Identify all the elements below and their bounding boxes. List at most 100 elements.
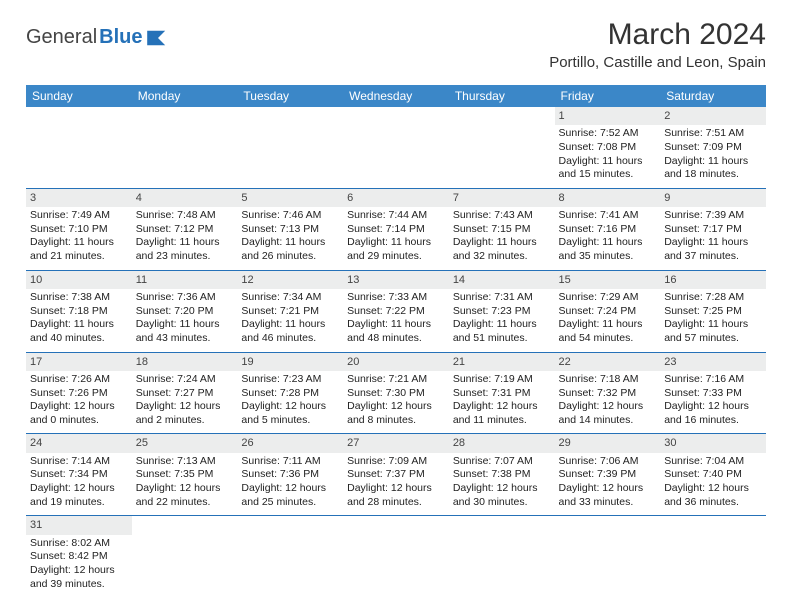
calendar-cell-empty xyxy=(343,516,449,597)
daylight-line: Daylight: 11 hours and 29 minutes. xyxy=(347,236,445,263)
sunset-line: Sunset: 7:26 PM xyxy=(30,387,128,401)
title-block: March 2024 Portillo, Castille and Leon, … xyxy=(549,18,766,75)
calendar-cell: 12Sunrise: 7:34 AMSunset: 7:21 PMDayligh… xyxy=(237,270,343,352)
day-number: 31 xyxy=(26,516,132,534)
sunrise-line: Sunrise: 7:34 AM xyxy=(241,291,339,305)
day-number: 15 xyxy=(555,271,661,289)
day-body: Sunrise: 7:06 AMSunset: 7:39 PMDaylight:… xyxy=(555,453,661,516)
sunset-line: Sunset: 7:27 PM xyxy=(136,387,234,401)
sunset-line: Sunset: 7:25 PM xyxy=(664,305,762,319)
logo: GeneralBlue xyxy=(26,18,169,49)
day-body: Sunrise: 7:07 AMSunset: 7:38 PMDaylight:… xyxy=(449,453,555,516)
sunrise-line: Sunrise: 7:46 AM xyxy=(241,209,339,223)
sunset-line: Sunset: 7:09 PM xyxy=(664,141,762,155)
daylight-line: Daylight: 12 hours and 14 minutes. xyxy=(559,400,657,427)
sunrise-line: Sunrise: 7:33 AM xyxy=(347,291,445,305)
calendar-cell-empty xyxy=(449,107,555,188)
sunset-line: Sunset: 7:36 PM xyxy=(241,468,339,482)
day-body: Sunrise: 7:52 AMSunset: 7:08 PMDaylight:… xyxy=(555,125,661,188)
daylight-line: Daylight: 12 hours and 33 minutes. xyxy=(559,482,657,509)
sunset-line: Sunset: 7:38 PM xyxy=(453,468,551,482)
day-number: 19 xyxy=(237,353,343,371)
daylight-line: Daylight: 12 hours and 39 minutes. xyxy=(30,564,128,591)
logo-text-1: General xyxy=(26,26,97,49)
sunrise-line: Sunrise: 7:49 AM xyxy=(30,209,128,223)
sunrise-line: Sunrise: 7:09 AM xyxy=(347,455,445,469)
calendar-cell-empty xyxy=(26,107,132,188)
daylight-line: Daylight: 11 hours and 46 minutes. xyxy=(241,318,339,345)
daylight-line: Daylight: 12 hours and 28 minutes. xyxy=(347,482,445,509)
day-body: Sunrise: 7:29 AMSunset: 7:24 PMDaylight:… xyxy=(555,289,661,352)
day-number: 18 xyxy=(132,353,238,371)
weekday-header-row: SundayMondayTuesdayWednesdayThursdayFrid… xyxy=(26,85,766,107)
daylight-line: Daylight: 11 hours and 51 minutes. xyxy=(453,318,551,345)
day-number: 20 xyxy=(343,353,449,371)
sunrise-line: Sunrise: 7:24 AM xyxy=(136,373,234,387)
sunrise-line: Sunrise: 7:41 AM xyxy=(559,209,657,223)
sunset-line: Sunset: 7:17 PM xyxy=(664,223,762,237)
daylight-line: Daylight: 12 hours and 36 minutes. xyxy=(664,482,762,509)
weekday-header: Monday xyxy=(132,85,238,107)
sunrise-line: Sunrise: 7:38 AM xyxy=(30,291,128,305)
sunrise-line: Sunrise: 7:52 AM xyxy=(559,127,657,141)
sunset-line: Sunset: 7:14 PM xyxy=(347,223,445,237)
calendar-cell: 11Sunrise: 7:36 AMSunset: 7:20 PMDayligh… xyxy=(132,270,238,352)
weekday-header: Tuesday xyxy=(237,85,343,107)
sunrise-line: Sunrise: 7:04 AM xyxy=(664,455,762,469)
day-number: 3 xyxy=(26,189,132,207)
sunset-line: Sunset: 7:32 PM xyxy=(559,387,657,401)
day-body: Sunrise: 7:34 AMSunset: 7:21 PMDaylight:… xyxy=(237,289,343,352)
day-number: 11 xyxy=(132,271,238,289)
daylight-line: Daylight: 11 hours and 43 minutes. xyxy=(136,318,234,345)
day-body: Sunrise: 7:24 AMSunset: 7:27 PMDaylight:… xyxy=(132,371,238,434)
calendar-row: 1Sunrise: 7:52 AMSunset: 7:08 PMDaylight… xyxy=(26,107,766,188)
sunrise-line: Sunrise: 7:26 AM xyxy=(30,373,128,387)
calendar-cell-empty xyxy=(343,107,449,188)
calendar-row: 24Sunrise: 7:14 AMSunset: 7:34 PMDayligh… xyxy=(26,434,766,516)
calendar-row: 17Sunrise: 7:26 AMSunset: 7:26 PMDayligh… xyxy=(26,352,766,434)
day-number: 16 xyxy=(660,271,766,289)
calendar-cell-empty xyxy=(555,516,661,597)
daylight-line: Daylight: 11 hours and 23 minutes. xyxy=(136,236,234,263)
day-number: 14 xyxy=(449,271,555,289)
calendar-cell: 25Sunrise: 7:13 AMSunset: 7:35 PMDayligh… xyxy=(132,434,238,516)
calendar-cell: 17Sunrise: 7:26 AMSunset: 7:26 PMDayligh… xyxy=(26,352,132,434)
day-body: Sunrise: 7:16 AMSunset: 7:33 PMDaylight:… xyxy=(660,371,766,434)
day-body: Sunrise: 7:46 AMSunset: 7:13 PMDaylight:… xyxy=(237,207,343,270)
sunrise-line: Sunrise: 7:19 AM xyxy=(453,373,551,387)
daylight-line: Daylight: 11 hours and 15 minutes. xyxy=(559,155,657,182)
calendar-table: SundayMondayTuesdayWednesdayThursdayFrid… xyxy=(26,85,766,597)
calendar-cell: 15Sunrise: 7:29 AMSunset: 7:24 PMDayligh… xyxy=(555,270,661,352)
day-number: 10 xyxy=(26,271,132,289)
calendar-cell: 22Sunrise: 7:18 AMSunset: 7:32 PMDayligh… xyxy=(555,352,661,434)
calendar-cell: 30Sunrise: 7:04 AMSunset: 7:40 PMDayligh… xyxy=(660,434,766,516)
day-number: 22 xyxy=(555,353,661,371)
daylight-line: Daylight: 11 hours and 18 minutes. xyxy=(664,155,762,182)
weekday-header: Saturday xyxy=(660,85,766,107)
calendar-cell-empty xyxy=(449,516,555,597)
sunrise-line: Sunrise: 7:44 AM xyxy=(347,209,445,223)
day-number: 27 xyxy=(343,434,449,452)
day-body: Sunrise: 7:41 AMSunset: 7:16 PMDaylight:… xyxy=(555,207,661,270)
calendar-cell: 27Sunrise: 7:09 AMSunset: 7:37 PMDayligh… xyxy=(343,434,449,516)
sunrise-line: Sunrise: 7:51 AM xyxy=(664,127,762,141)
calendar-cell-empty xyxy=(132,107,238,188)
logo-text-2: Blue xyxy=(99,26,142,49)
sunset-line: Sunset: 7:22 PM xyxy=(347,305,445,319)
day-body: Sunrise: 7:38 AMSunset: 7:18 PMDaylight:… xyxy=(26,289,132,352)
calendar-cell: 28Sunrise: 7:07 AMSunset: 7:38 PMDayligh… xyxy=(449,434,555,516)
daylight-line: Daylight: 11 hours and 54 minutes. xyxy=(559,318,657,345)
daylight-line: Daylight: 12 hours and 8 minutes. xyxy=(347,400,445,427)
calendar-cell: 5Sunrise: 7:46 AMSunset: 7:13 PMDaylight… xyxy=(237,188,343,270)
sunrise-line: Sunrise: 7:16 AM xyxy=(664,373,762,387)
daylight-line: Daylight: 12 hours and 2 minutes. xyxy=(136,400,234,427)
day-body: Sunrise: 7:14 AMSunset: 7:34 PMDaylight:… xyxy=(26,453,132,516)
sunset-line: Sunset: 7:24 PM xyxy=(559,305,657,319)
sunrise-line: Sunrise: 7:43 AM xyxy=(453,209,551,223)
weekday-header: Friday xyxy=(555,85,661,107)
day-body: Sunrise: 7:26 AMSunset: 7:26 PMDaylight:… xyxy=(26,371,132,434)
sunrise-line: Sunrise: 7:13 AM xyxy=(136,455,234,469)
day-body: Sunrise: 7:18 AMSunset: 7:32 PMDaylight:… xyxy=(555,371,661,434)
sunset-line: Sunset: 7:33 PM xyxy=(664,387,762,401)
sunset-line: Sunset: 7:21 PM xyxy=(241,305,339,319)
